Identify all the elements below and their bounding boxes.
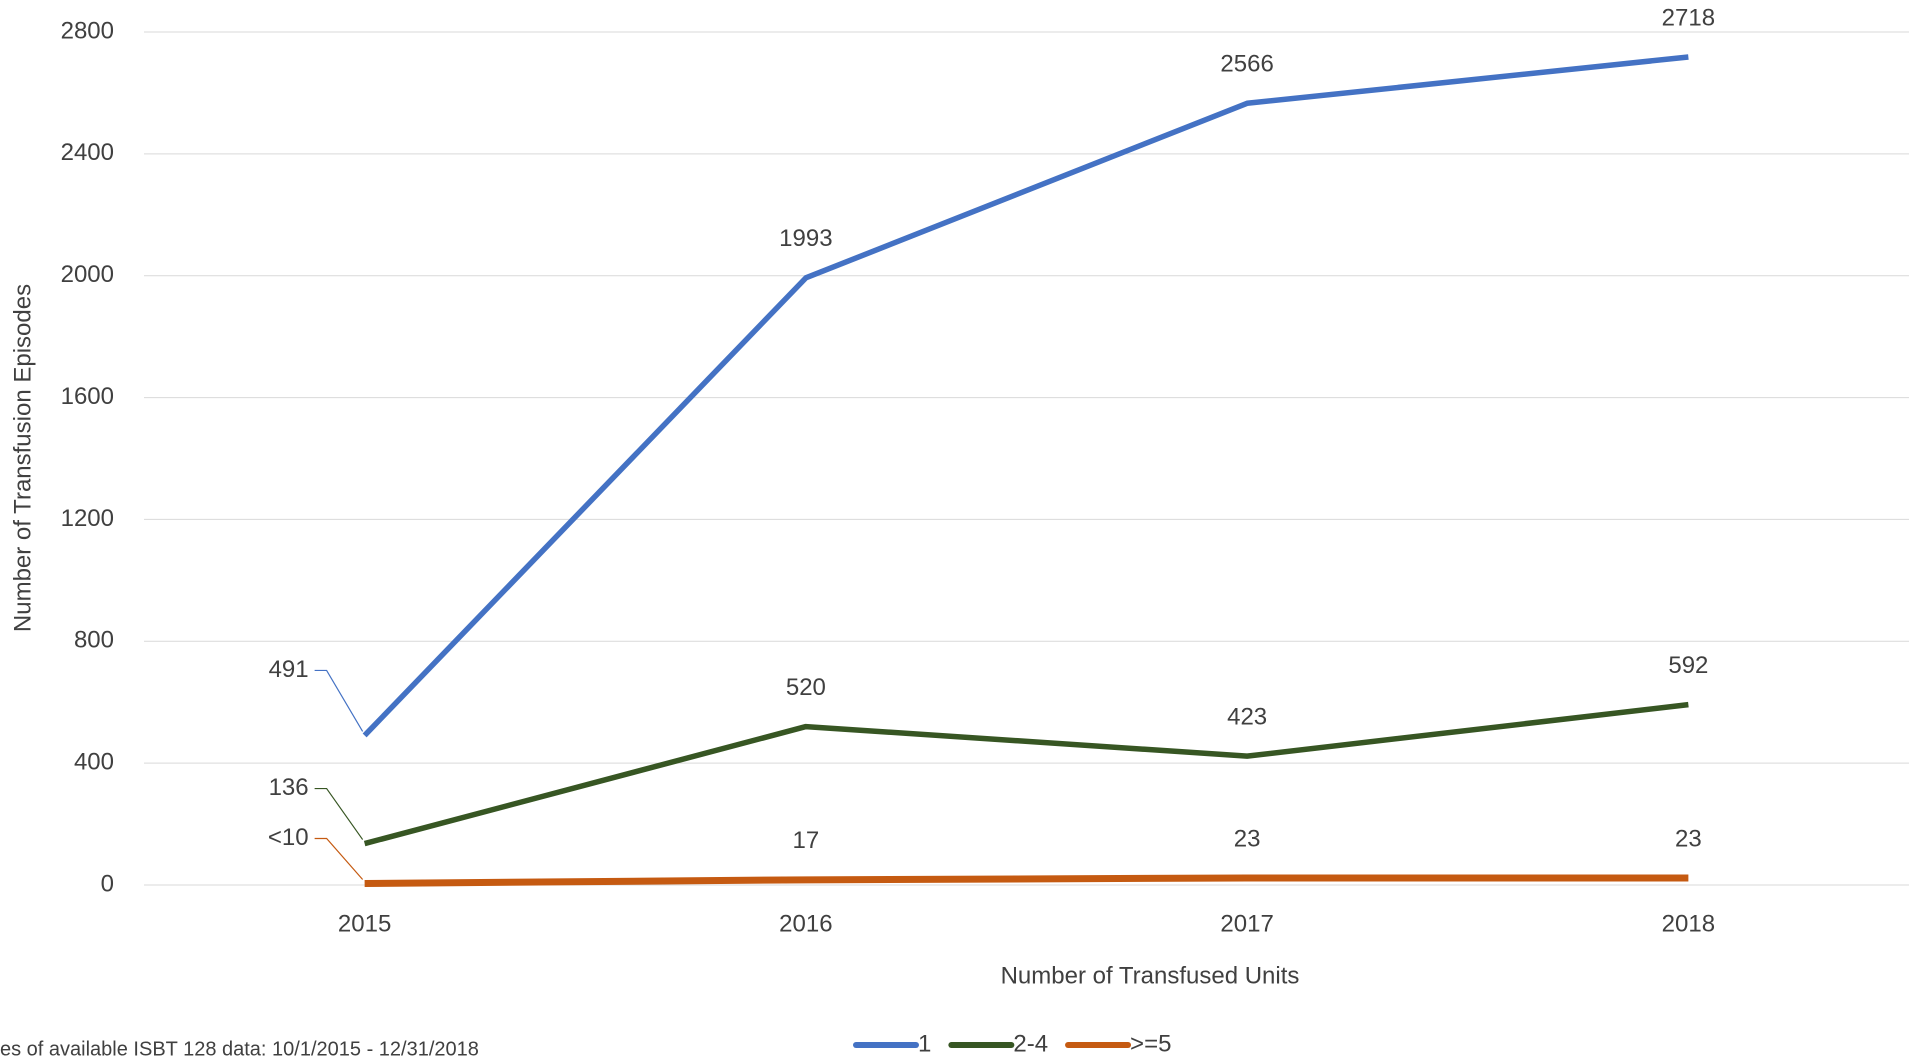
legend-label: >=5	[1130, 1030, 1171, 1056]
y-tick-label: 2000	[61, 261, 114, 288]
data-label: 17	[793, 827, 820, 854]
data-label: 423	[1227, 703, 1267, 730]
data-label: 136	[269, 774, 309, 801]
x-tick-label: 2018	[1662, 910, 1715, 937]
legend-label: 1	[918, 1030, 931, 1056]
data-label: 592	[1668, 652, 1708, 679]
y-tick-label: 2800	[61, 17, 114, 44]
data-label: 520	[786, 674, 826, 701]
y-tick-label: 2400	[61, 139, 114, 166]
x-tick-label: 2015	[338, 910, 391, 937]
y-tick-label: 400	[74, 748, 114, 775]
y-tick-label: 800	[74, 627, 114, 654]
data-label: 23	[1234, 825, 1261, 852]
leader-line	[314, 669, 364, 732]
y-tick-label: 0	[101, 870, 114, 897]
data-label: 23	[1675, 825, 1702, 852]
data-label: 491	[269, 656, 309, 683]
y-tick-label: 1600	[61, 383, 114, 410]
leader-line	[314, 837, 364, 880]
x-tick-label: 2017	[1220, 910, 1273, 937]
x-tick-label: 2016	[779, 910, 832, 937]
series-line	[364, 874, 1689, 887]
series-line	[363, 701, 1689, 847]
data-label: 2718	[1662, 4, 1715, 31]
x-axis-title: Number of Transfused Units	[1001, 962, 1300, 989]
series-line	[362, 54, 1689, 738]
y-tick-label: 1200	[61, 505, 114, 532]
leader-line	[314, 787, 364, 840]
data-label: 2566	[1220, 51, 1273, 78]
legend-label: 2-4	[1013, 1030, 1048, 1056]
data-label: 1993	[779, 225, 832, 252]
footnote: es of available ISBT 128 data: 10/1/2015…	[0, 1038, 479, 1056]
y-axis-title: Number of Transfusion Episodes	[9, 284, 36, 632]
data-label: <10	[268, 824, 309, 851]
